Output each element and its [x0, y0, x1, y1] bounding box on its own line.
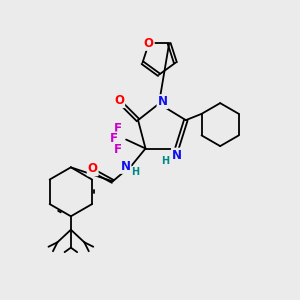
- Text: H: H: [132, 167, 140, 177]
- Text: F: F: [114, 122, 122, 135]
- Text: N: N: [158, 95, 167, 108]
- Text: N: N: [121, 160, 130, 173]
- Text: F: F: [114, 143, 122, 156]
- Text: F: F: [110, 133, 118, 146]
- Text: O: O: [144, 37, 154, 50]
- Text: N: N: [172, 148, 182, 162]
- Text: O: O: [114, 94, 124, 107]
- Text: O: O: [88, 162, 98, 175]
- Text: H: H: [161, 156, 169, 166]
